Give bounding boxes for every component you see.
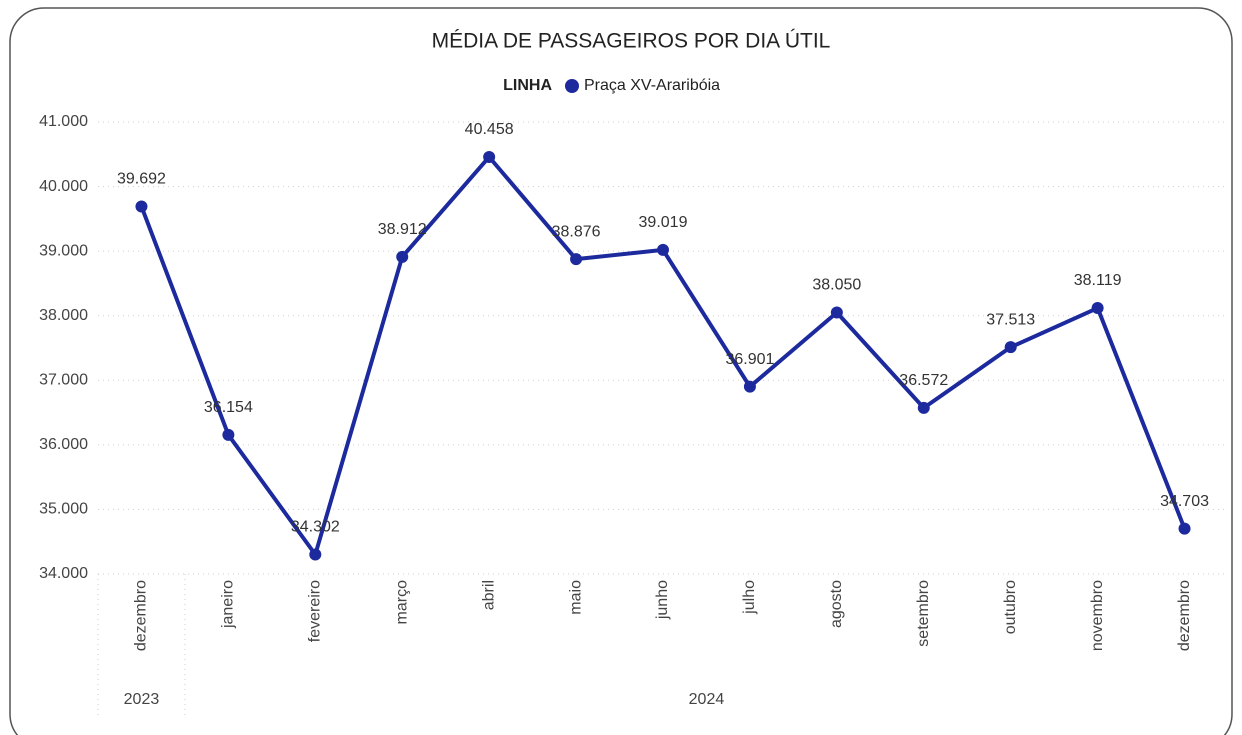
x-tick-label: novembro — [1089, 580, 1106, 651]
data-point — [222, 428, 235, 441]
y-tick-label: 38.000 — [39, 307, 88, 324]
chart-title: MÉDIA DE PASSAGEIROS POR DIA ÚTIL — [432, 30, 831, 53]
data-label: 39.692 — [117, 171, 166, 188]
y-tick-label: 41.000 — [39, 113, 88, 130]
x-tick-label: dezembro — [133, 580, 150, 651]
data-label: 39.019 — [639, 214, 688, 231]
x-tick-label: agosto — [828, 580, 845, 628]
x-tick-label: outubro — [1002, 580, 1019, 634]
data-point — [1004, 341, 1017, 354]
y-tick-label: 36.000 — [39, 436, 88, 453]
x-tick-label: abril — [480, 580, 497, 610]
x-tick-label: fevereiro — [307, 580, 324, 642]
data-point — [483, 150, 496, 163]
y-tick-label: 39.000 — [39, 242, 88, 259]
x-tick-label: julho — [741, 580, 758, 615]
x-tick-label: maio — [567, 580, 584, 615]
data-label: 36.572 — [899, 372, 948, 389]
data-label: 38.876 — [552, 223, 601, 240]
data-point — [309, 548, 322, 561]
y-tick-label: 40.000 — [39, 178, 88, 195]
data-label: 37.513 — [986, 311, 1035, 328]
data-point — [657, 243, 669, 256]
data-label: 38.050 — [812, 277, 861, 294]
data-point — [396, 250, 409, 263]
y-tick-label: 37.000 — [39, 372, 88, 389]
x-tick-label: março — [393, 580, 410, 625]
data-label: 36.901 — [725, 351, 774, 368]
y-tick-label: 35.000 — [39, 501, 88, 518]
data-label: 34.302 — [291, 519, 340, 536]
x-tick-label: setembro — [915, 580, 932, 647]
data-point — [917, 401, 930, 414]
data-point — [830, 306, 843, 319]
data-point — [570, 253, 583, 266]
data-point — [743, 380, 756, 393]
data-label: 40.458 — [465, 121, 514, 138]
data-label: 38.912 — [378, 221, 427, 238]
x-tick-label: janeiro — [220, 580, 237, 629]
y-tick-label: 34.000 — [39, 565, 88, 582]
data-point — [1091, 302, 1104, 315]
data-point — [135, 200, 148, 213]
legend-title: LINHA — [503, 77, 552, 94]
legend-marker — [565, 79, 579, 93]
data-point — [1178, 522, 1191, 535]
x-group-label: 2024 — [689, 691, 725, 708]
x-tick-label: dezembro — [1176, 580, 1193, 651]
data-label: 38.119 — [1074, 272, 1122, 289]
data-label: 36.154 — [204, 399, 253, 416]
x-tick-label: junho — [654, 580, 671, 620]
data-label: 34.703 — [1160, 493, 1209, 510]
chart-frame — [9, 7, 1233, 735]
x-group-label: 2023 — [124, 691, 160, 708]
legend-label: Praça XV-Araribóia — [584, 77, 720, 94]
